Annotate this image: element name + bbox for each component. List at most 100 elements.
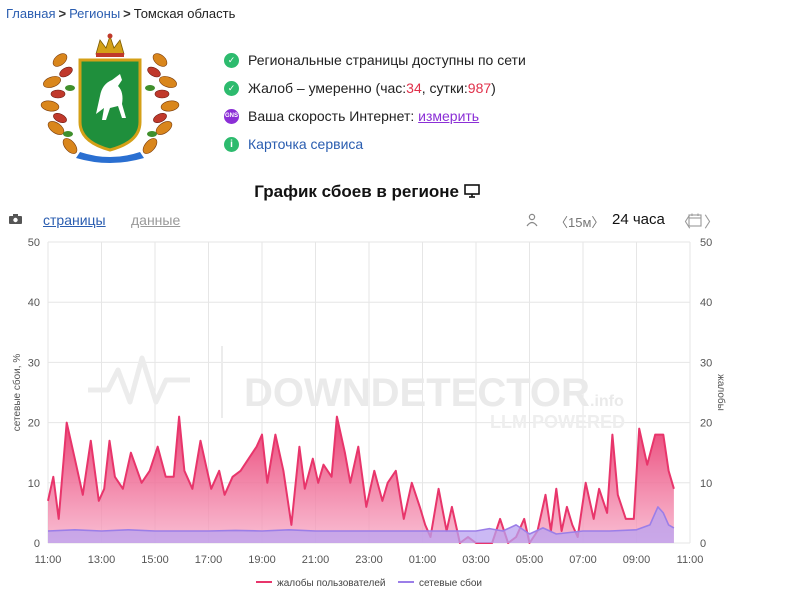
range-selector[interactable]: 24 часа [612, 211, 665, 228]
y-tick-label-left: 50 [28, 237, 40, 249]
complaints-point [274, 434, 276, 436]
person-icon[interactable] [526, 213, 538, 227]
x-tick-label: 03:00 [462, 554, 490, 566]
complaints-point [298, 446, 300, 448]
complaints-point [438, 488, 440, 490]
tab-data[interactable]: данные [131, 212, 181, 228]
breadcrumb-separator: > [58, 6, 67, 21]
complaints-point [331, 476, 333, 478]
complaints-point [98, 500, 100, 502]
breadcrumb-home[interactable]: Главная [6, 6, 56, 21]
watermark-subtext: LLM POWERED [490, 412, 625, 432]
complaints-point [66, 422, 68, 424]
chart-title-text: График сбоев в регионе [254, 182, 460, 201]
outages-point [154, 530, 156, 532]
outages-point [101, 530, 103, 532]
prev-range-button[interactable]: 〈 [676, 214, 692, 231]
complaints-point [90, 440, 92, 442]
calendar-icon[interactable] [688, 213, 702, 227]
outages-point [368, 530, 370, 532]
complaints-point [451, 506, 453, 508]
complaints-point [304, 488, 306, 490]
complaints-point [58, 518, 60, 520]
watermark-text: DOWNDETECTOR [244, 371, 590, 415]
complaints-point [256, 446, 258, 448]
complaints-point [561, 530, 563, 532]
chart-title: График сбоев в регионе [0, 182, 734, 202]
complaints-point [483, 542, 485, 544]
complaints-point [411, 482, 413, 484]
outages-point [657, 506, 659, 508]
outages-point [502, 530, 504, 532]
y-tick-label-left: 10 [28, 478, 40, 490]
service-card-link[interactable]: Карточка сервиса [248, 136, 364, 152]
complaints-point [183, 470, 185, 472]
complaints-point [224, 494, 226, 496]
tab-pages[interactable]: страницы [43, 212, 106, 228]
speedtest-icon: GNS [224, 108, 239, 124]
complaints-point [654, 434, 656, 436]
y-tick-label-left: 30 [28, 357, 40, 369]
complaints-point [545, 494, 547, 496]
outages-point [422, 530, 424, 532]
outages-area [48, 506, 674, 543]
chart-toolbar: страницы данные 〈15м〉 24 часа 〈 〉 [0, 211, 800, 231]
watermark-logo-icon [88, 355, 190, 405]
status-complaints: ✓ Жалоб – умеренно (час: 34, сутки: 987) [224, 74, 526, 102]
complaints-point [52, 476, 54, 478]
complaints-point [598, 488, 600, 490]
complaints-point [365, 506, 367, 508]
complaints-point [141, 482, 143, 484]
outages-point [395, 530, 397, 532]
complaints-point [157, 446, 159, 448]
complaints-point [424, 524, 426, 526]
next-range-button[interactable]: 〉 [704, 214, 720, 231]
y-tick-label-right: 50 [700, 237, 712, 249]
x-tick-label: 09:00 [623, 554, 651, 566]
outages-point [609, 530, 611, 532]
y-tick-label-right: 30 [700, 357, 712, 369]
camera-icon[interactable] [9, 214, 22, 224]
legend-label-complaints: жалобы пользователей [277, 577, 386, 589]
complaints-point [165, 476, 167, 478]
x-tick-label: 23:00 [355, 554, 383, 566]
complaints-point [74, 458, 76, 460]
x-tick-label: 07:00 [569, 554, 597, 566]
complaints-point [47, 500, 49, 502]
complaints-point [638, 428, 640, 430]
breadcrumb-regions[interactable]: Регионы [69, 6, 121, 21]
complaints-hour-count: 34 [406, 80, 422, 96]
outages-point [529, 533, 531, 535]
complaints-point [357, 446, 359, 448]
complaints-point [668, 470, 670, 472]
complaints-point [593, 518, 595, 520]
outages-point [448, 530, 450, 532]
complaints-point [633, 518, 635, 520]
breadcrumb: Главная > Регионы > Томская область [6, 6, 235, 21]
y-tick-label-left: 0 [34, 538, 40, 550]
info-icon: i [224, 136, 239, 152]
complaints-point [349, 482, 351, 484]
complaints-point [317, 482, 319, 484]
complaints-prefix: Жалоб – умеренно (час: [248, 80, 407, 96]
complaints-point [261, 434, 263, 436]
complaints-point [419, 506, 421, 508]
complaints-point [248, 458, 250, 460]
complaints-point [550, 530, 552, 532]
legend-label-outages: сетевые сбои [419, 577, 482, 589]
complaints-point [459, 542, 461, 544]
complaints-point [205, 464, 207, 466]
x-tick-label: 01:00 [409, 554, 437, 566]
measure-speed-link[interactable]: измерить [418, 108, 480, 124]
outages-point [488, 528, 490, 530]
complaints-point [537, 530, 539, 532]
y-tick-label-left: 40 [28, 297, 40, 309]
complaints-point [344, 452, 346, 454]
interval-selector[interactable]: 〈15м〉 [555, 215, 605, 230]
status-network-text: Региональные страницы доступны по сети [248, 52, 526, 68]
complaints-point [336, 416, 338, 418]
monitor-icon [463, 184, 480, 198]
complaints-point [529, 542, 531, 544]
complaints-point [585, 482, 587, 484]
coat-of-arms-image [40, 33, 180, 163]
